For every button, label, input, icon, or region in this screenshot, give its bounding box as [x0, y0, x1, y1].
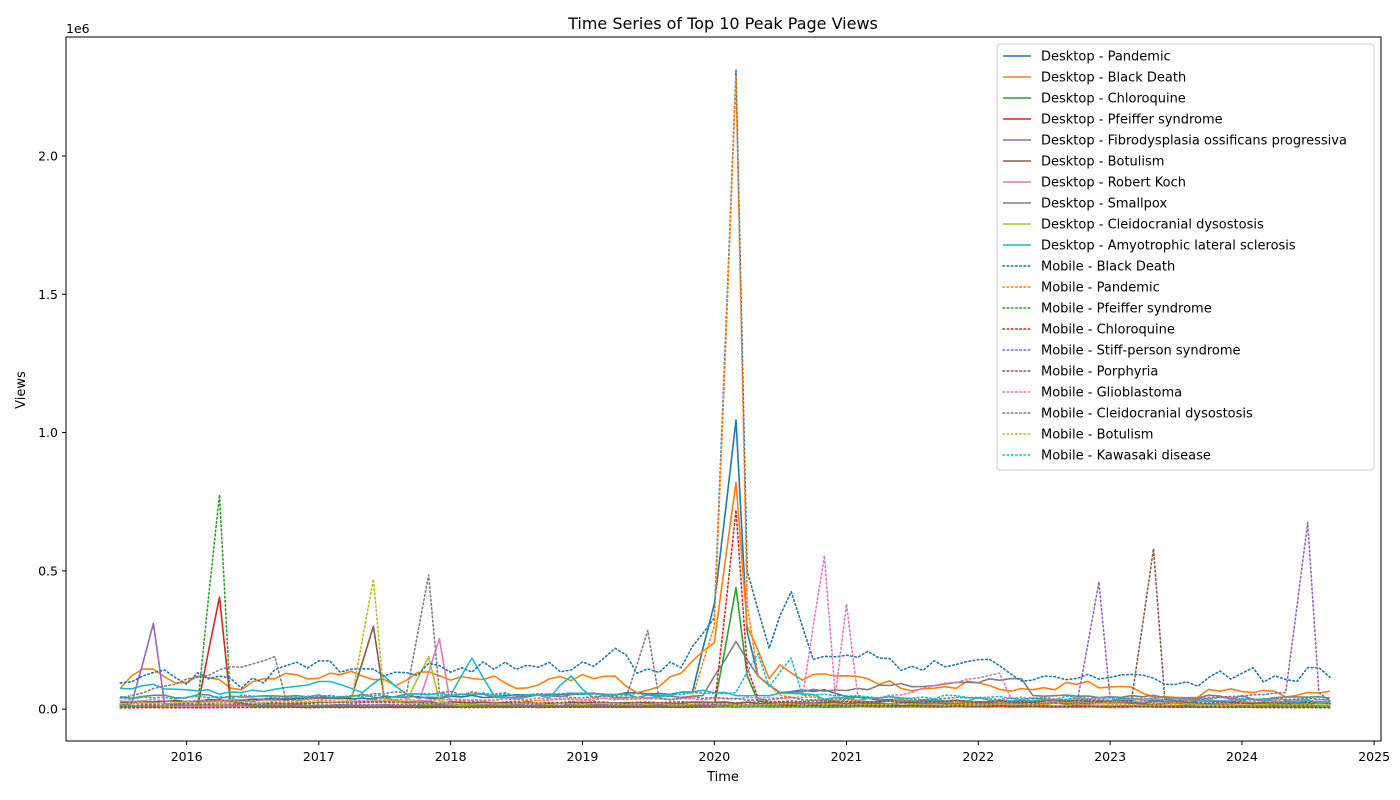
- legend-label: Desktop - Botulism: [1041, 155, 1164, 170]
- legend-label: Mobile - Botulism: [1041, 428, 1153, 443]
- x-tick-label: 2021: [831, 749, 863, 764]
- legend-label: Mobile - Glioblastoma: [1041, 386, 1182, 401]
- y-tick-label: 0.0: [38, 702, 58, 717]
- y-axis-label: Views: [14, 371, 29, 409]
- x-tick-label: 2023: [1094, 749, 1126, 764]
- legend-label: Desktop - Cleidocranial dysostosis: [1041, 218, 1264, 233]
- y-axis: 0.0 0.5 1.0 1.5 2.0: [38, 148, 66, 717]
- series-line: [119, 547, 1331, 706]
- legend-label: Mobile - Kawasaki disease: [1041, 449, 1211, 464]
- x-tick-label: 2018: [435, 749, 467, 764]
- series-line: [119, 481, 1331, 699]
- legend-label: Desktop - Pfeiffer syndrome: [1041, 113, 1223, 128]
- y-tick-label: 2.0: [38, 148, 58, 163]
- legend-label: Mobile - Stiff-person syndrome: [1041, 344, 1241, 359]
- y-tick-label: 0.5: [38, 563, 58, 578]
- x-tick-label: 2017: [303, 749, 335, 764]
- series-line: [119, 574, 1331, 703]
- legend-label: Mobile - Porphyria: [1041, 365, 1158, 380]
- series-line: [119, 578, 1331, 707]
- series-line: [119, 521, 1331, 707]
- x-tick-label: 2022: [962, 749, 994, 764]
- x-axis: 2016 2017 2018 2019 2020 2021 2022 2023 2024 2025: [171, 741, 1390, 764]
- series-line: [120, 625, 1331, 706]
- legend-label: Desktop - Chloroquine: [1041, 92, 1186, 107]
- legend-label: Mobile - Chloroquine: [1041, 323, 1175, 338]
- x-tick-label: 2016: [171, 749, 203, 764]
- x-tick-label: 2019: [567, 749, 599, 764]
- y-tick-label: 1.5: [38, 287, 58, 302]
- legend-label: Desktop - Fibrodysplasia ossificans prog…: [1041, 134, 1347, 149]
- plot-frame: [65, 36, 1382, 742]
- y-offset-label: 1e6: [66, 21, 90, 36]
- x-tick-label: 2020: [698, 749, 730, 764]
- legend: Desktop - Pandemic Desktop - Black Death D…: [996, 43, 1375, 471]
- x-tick-label: 2025: [1358, 749, 1390, 764]
- x-tick-label: 2024: [1226, 749, 1258, 764]
- series-line: [119, 509, 1331, 709]
- chart-title: Time Series of Top 10 Peak Page Views: [567, 14, 878, 33]
- legend-label: Mobile - Cleidocranial dysostosis: [1041, 407, 1253, 422]
- legend-label: Desktop - Pandemic: [1041, 50, 1171, 65]
- legend-label: Mobile - Black Death: [1041, 260, 1175, 275]
- series-line: [119, 554, 1331, 703]
- legend-label: Mobile - Pandemic: [1041, 281, 1160, 296]
- y-tick-label: 1.0: [38, 425, 58, 440]
- legend-label: Desktop - Smallpox: [1041, 197, 1167, 212]
- legend-box: [996, 43, 1375, 471]
- x-axis-label: Time: [706, 770, 739, 785]
- legend-label: Mobile - Pfeiffer syndrome: [1041, 302, 1212, 317]
- series-line: [119, 653, 1331, 704]
- legend-label: Desktop - Amyotrophic lateral sclerosis: [1041, 239, 1296, 254]
- legend-label: Desktop - Robert Koch: [1041, 176, 1186, 191]
- legend-label: Desktop - Black Death: [1041, 71, 1186, 86]
- series-layer: [119, 69, 1331, 709]
